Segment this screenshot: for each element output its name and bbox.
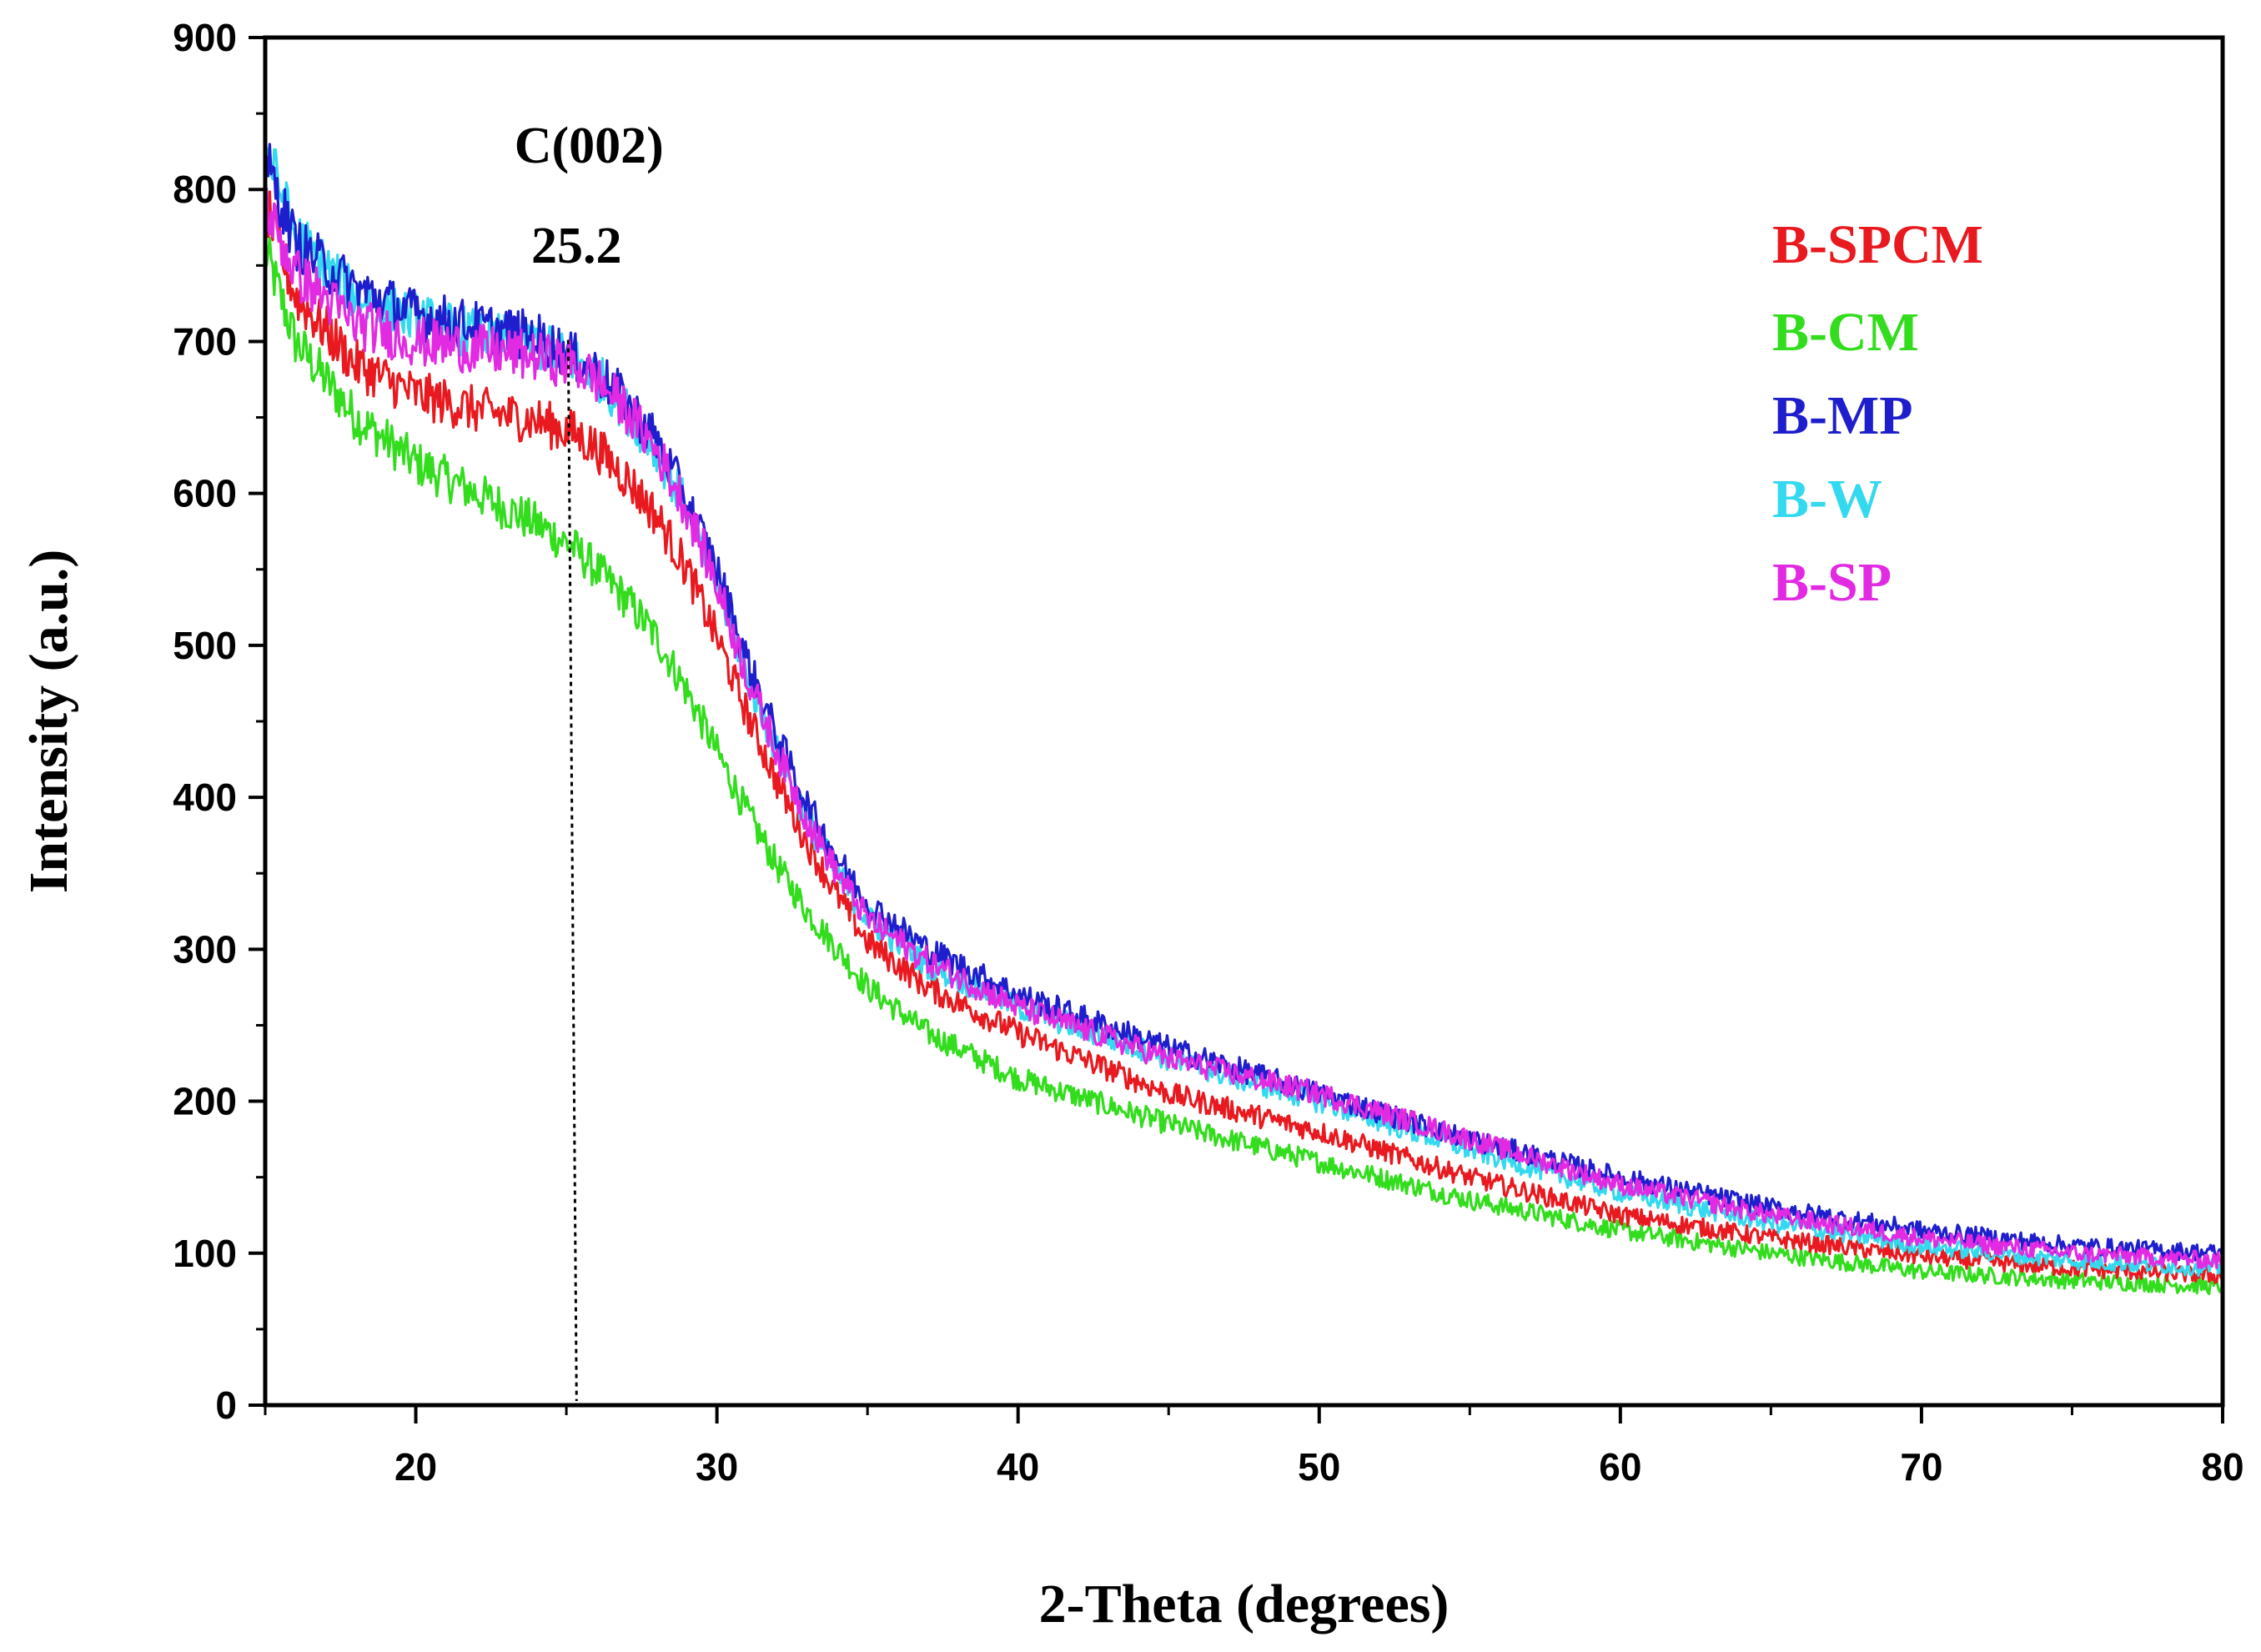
axis-ticks: 0 100 200 300 400 500 600 700 800 900 20 30 40 50 60 70… — [173, 16, 2243, 1489]
plot-marks — [264, 143, 2224, 1402]
series-line-b-sp — [264, 187, 2224, 1269]
y-tick-label: 0 — [215, 1383, 237, 1427]
legend: B-SPCM B-CM B-MP B-W B-SP — [1772, 214, 1983, 613]
y-tick-label: 500 — [173, 624, 237, 667]
y-tick-label: 300 — [173, 927, 237, 971]
y-tick-label: 200 — [173, 1080, 237, 1123]
series-line-b-mp — [264, 143, 2224, 1262]
x-tick-label: 20 — [394, 1445, 437, 1489]
series-line-b-spcm — [264, 184, 2224, 1284]
series-line-b-w — [264, 146, 2223, 1278]
x-tick-label: 30 — [696, 1445, 738, 1489]
series-line-b-cm — [264, 236, 2224, 1295]
legend-item-b-cm: B-CM — [1772, 302, 1919, 363]
peak-marker-line — [566, 339, 578, 1402]
y-tick-label: 700 — [173, 319, 237, 363]
legend-item-b-spcm: B-SPCM — [1772, 214, 1983, 275]
x-tick-label: 80 — [2201, 1445, 2243, 1489]
y-tick-label: 100 — [173, 1232, 237, 1275]
legend-item-b-mp: B-MP — [1772, 385, 1913, 446]
x-tick-label: 40 — [997, 1445, 1039, 1489]
y-tick-label: 600 — [173, 472, 237, 515]
y-tick-label: 400 — [173, 776, 237, 819]
y-tick-label: 800 — [173, 168, 237, 211]
x-axis-label: 2-Theta (degrees) — [1039, 1574, 1450, 1634]
x-tick-label: 70 — [1900, 1445, 1942, 1489]
legend-item-b-sp: B-SP — [1772, 552, 1892, 613]
peak-annotation-value: 25.2 — [531, 218, 622, 274]
peak-annotation-label: C(002) — [515, 118, 664, 174]
y-axis-label: Intensity (a.u.) — [18, 550, 79, 894]
legend-item-b-w: B-W — [1772, 469, 1882, 530]
x-tick-label: 50 — [1298, 1445, 1340, 1489]
x-tick-label: 60 — [1599, 1445, 1641, 1489]
y-tick-label: 900 — [173, 16, 237, 59]
